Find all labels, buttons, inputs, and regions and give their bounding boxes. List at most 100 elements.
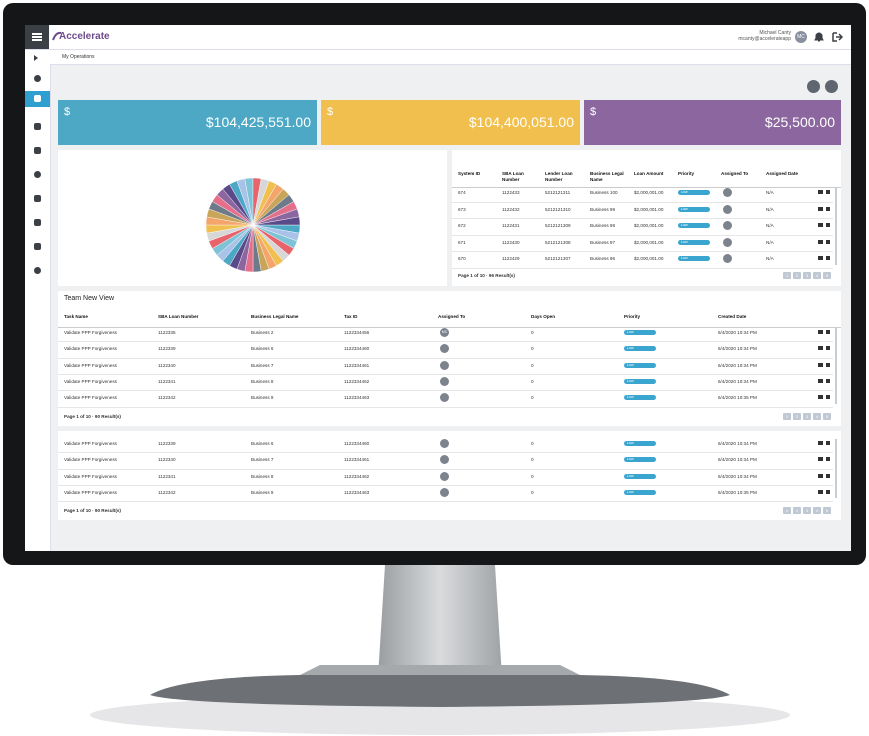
- nav-icon[interactable]: [34, 219, 41, 226]
- refresh-button[interactable]: [807, 80, 820, 93]
- column-header[interactable]: SBA Loan Number: [502, 171, 524, 182]
- page-button[interactable]: 3: [803, 272, 811, 279]
- assignee-avatar[interactable]: [440, 376, 449, 386]
- page-button[interactable]: 4: [813, 272, 821, 279]
- assignee-avatar[interactable]: [440, 455, 449, 465]
- edit-icon[interactable]: [818, 330, 823, 334]
- assign-icon[interactable]: [826, 362, 830, 367]
- assignee-avatar[interactable]: [440, 487, 449, 497]
- page-button[interactable]: 4: [813, 413, 821, 420]
- edit-icon[interactable]: [818, 190, 823, 194]
- assign-icon[interactable]: [826, 256, 830, 260]
- column-header[interactable]: Assigned To: [438, 314, 466, 319]
- column-header[interactable]: Task Name: [64, 314, 88, 319]
- sidebar-toggle[interactable]: [34, 55, 38, 61]
- page-button[interactable]: 5: [823, 272, 831, 279]
- priority-dropdown[interactable]: Low: [624, 346, 656, 352]
- logout-icon[interactable]: [831, 31, 843, 43]
- user-avatar[interactable]: MC: [795, 31, 807, 43]
- assignee-avatar[interactable]: [723, 254, 732, 263]
- column-header[interactable]: Priority: [624, 314, 641, 319]
- page-button[interactable]: 1: [783, 272, 791, 279]
- edit-icon[interactable]: [818, 239, 823, 244]
- priority-dropdown[interactable]: Low: [624, 378, 656, 384]
- edit-icon[interactable]: [818, 346, 823, 351]
- menu-button[interactable]: [25, 25, 49, 49]
- priority-dropdown[interactable]: Low: [624, 489, 656, 495]
- nav-active[interactable]: [25, 91, 50, 107]
- page-button[interactable]: 3: [803, 507, 811, 514]
- nav-icon[interactable]: [34, 147, 41, 154]
- priority-dropdown[interactable]: Low: [624, 457, 656, 463]
- edit-icon[interactable]: [818, 457, 823, 462]
- column-header[interactable]: Loan Amount: [634, 171, 664, 176]
- assign-icon[interactable]: [826, 239, 830, 244]
- pie-slice[interactable]: [252, 216, 301, 226]
- column-header[interactable]: Business Legal Name: [590, 171, 624, 182]
- column-header[interactable]: Days Open: [531, 314, 555, 319]
- edit-icon[interactable]: [818, 206, 823, 211]
- column-header[interactable]: Priority: [678, 171, 695, 176]
- assign-icon[interactable]: [826, 395, 830, 400]
- priority-dropdown[interactable]: Low: [678, 223, 710, 228]
- priority-dropdown[interactable]: Low: [678, 206, 710, 212]
- edit-icon[interactable]: [818, 256, 823, 260]
- page-button[interactable]: 3: [803, 413, 811, 420]
- page-button[interactable]: 5: [823, 507, 831, 514]
- page-button[interactable]: 4: [813, 507, 821, 514]
- assignee-avatar[interactable]: [723, 188, 732, 197]
- bell-icon[interactable]: [813, 31, 825, 43]
- nav-icon[interactable]: [34, 243, 41, 250]
- priority-dropdown[interactable]: Low: [624, 395, 656, 401]
- assign-icon[interactable]: [826, 473, 830, 478]
- assign-icon[interactable]: [826, 346, 830, 351]
- assignee-avatar[interactable]: [440, 393, 449, 403]
- assignee-avatar[interactable]: [440, 344, 449, 354]
- assign-icon[interactable]: [826, 223, 830, 227]
- assignee-avatar[interactable]: MC: [440, 328, 449, 337]
- edit-icon[interactable]: [818, 441, 823, 445]
- column-header[interactable]: Lender Loan Number: [545, 171, 573, 182]
- logo[interactable]: Accelerate: [59, 31, 110, 42]
- settings-button[interactable]: [825, 80, 838, 93]
- assignee-avatar[interactable]: [723, 237, 732, 247]
- nav-icon[interactable]: [34, 267, 41, 274]
- edit-icon[interactable]: [818, 489, 823, 494]
- assign-icon[interactable]: [826, 190, 830, 194]
- page-button[interactable]: 5: [823, 413, 831, 420]
- priority-dropdown[interactable]: Low: [624, 473, 656, 479]
- page-button[interactable]: 2: [793, 272, 801, 279]
- priority-dropdown[interactable]: Low: [678, 239, 710, 245]
- assignee-avatar[interactable]: [440, 360, 449, 370]
- assign-icon[interactable]: [826, 206, 830, 211]
- column-header[interactable]: Created Date: [718, 314, 747, 319]
- assignee-avatar[interactable]: [440, 471, 449, 481]
- nav-icon[interactable]: [34, 75, 41, 82]
- priority-dropdown[interactable]: Low: [624, 362, 656, 368]
- page-button[interactable]: 2: [793, 507, 801, 514]
- page-button[interactable]: 1: [783, 507, 791, 514]
- priority-dropdown[interactable]: Low: [678, 190, 710, 195]
- assign-icon[interactable]: [826, 330, 830, 334]
- assign-icon[interactable]: [826, 441, 830, 445]
- page-button[interactable]: 1: [783, 413, 791, 420]
- column-header[interactable]: SBA Loan Number: [158, 314, 199, 319]
- nav-icon[interactable]: [34, 171, 41, 178]
- column-header[interactable]: System ID: [458, 171, 481, 176]
- edit-icon[interactable]: [818, 223, 823, 227]
- nav-icon[interactable]: [34, 123, 41, 130]
- edit-icon[interactable]: [818, 378, 823, 383]
- priority-dropdown[interactable]: Low: [624, 330, 656, 335]
- assign-icon[interactable]: [826, 457, 830, 462]
- edit-icon[interactable]: [818, 473, 823, 478]
- breadcrumb[interactable]: My Operations: [62, 54, 95, 60]
- edit-icon[interactable]: [818, 395, 823, 400]
- edit-icon[interactable]: [818, 362, 823, 367]
- column-header[interactable]: Assigned To: [721, 171, 749, 176]
- assignee-avatar[interactable]: [723, 204, 732, 214]
- priority-dropdown[interactable]: Low: [678, 256, 710, 261]
- priority-dropdown[interactable]: Low: [624, 441, 656, 446]
- column-header[interactable]: Assigned Date: [766, 171, 798, 176]
- page-button[interactable]: 2: [793, 413, 801, 420]
- column-header[interactable]: Tax ID: [344, 314, 358, 319]
